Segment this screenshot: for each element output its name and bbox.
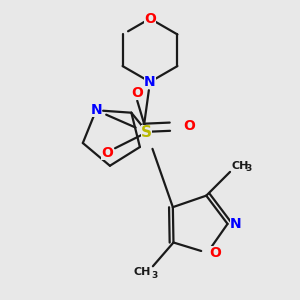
Text: 3: 3 — [245, 164, 251, 173]
Text: N: N — [144, 75, 156, 89]
Text: CH: CH — [134, 267, 151, 277]
Text: O: O — [144, 12, 156, 26]
Text: O: O — [131, 86, 143, 100]
Text: 3: 3 — [152, 271, 158, 280]
Text: O: O — [101, 146, 113, 160]
Text: S: S — [141, 125, 152, 140]
Text: N: N — [230, 217, 241, 231]
Text: O: O — [209, 246, 221, 260]
Text: O: O — [183, 119, 195, 133]
Text: CH: CH — [232, 161, 249, 171]
Text: N: N — [90, 103, 102, 117]
